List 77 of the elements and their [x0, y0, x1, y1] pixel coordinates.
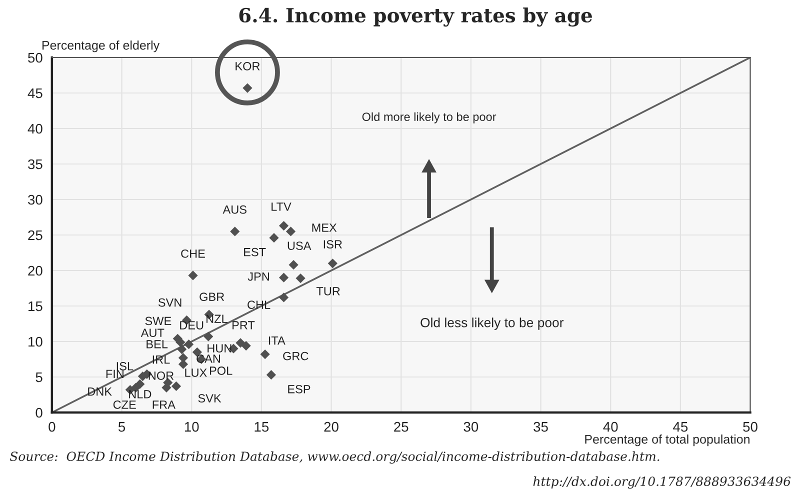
- point: [278, 272, 289, 282]
- chart-title: 6.4. Income poverty rates by age: [239, 8, 592, 27]
- point: [242, 83, 252, 93]
- point: [269, 233, 279, 243]
- annotation: EST: [244, 248, 266, 256]
- point: [241, 340, 251, 351]
- annotation: LTV: [272, 202, 292, 211]
- annotation: CZE: [113, 400, 136, 409]
- annotation: ESP: [288, 384, 310, 394]
- point: [177, 344, 187, 354]
- point: [188, 270, 198, 280]
- x-tick-label: 50: [743, 422, 758, 432]
- annotation: SVN: [158, 298, 182, 307]
- point: [328, 258, 338, 268]
- x-tick-label: 15: [254, 422, 269, 432]
- y-tick-label: 45: [28, 88, 42, 98]
- y-tick-label: 15: [28, 301, 42, 312]
- annotation: ITA: [268, 336, 286, 345]
- x-tick-label: 5: [118, 422, 126, 432]
- y-tick-label: 35: [28, 159, 42, 170]
- y-tick-label: 50: [28, 52, 42, 63]
- point: [286, 226, 296, 236]
- point: [296, 274, 306, 284]
- point: [278, 292, 289, 302]
- annotation: LUX: [185, 368, 207, 377]
- annotation: AUS: [222, 205, 246, 214]
- source-note: Source: OECD Income Distribution Database, www.oecd.org/social/income-distribution-database.htm.: [10, 451, 660, 464]
- y-tick-label: 30: [28, 194, 42, 205]
- x-tick-label: 30: [464, 422, 478, 432]
- point: [184, 340, 194, 350]
- annotation: Old less likely to be poor: [420, 318, 564, 330]
- annotation: AUT: [140, 328, 164, 338]
- annotation: USA: [288, 242, 312, 250]
- annotation: SVK: [198, 394, 222, 403]
- annotation: MEX: [312, 224, 337, 232]
- annotation: CHE: [181, 249, 205, 258]
- annotation: GBR: [200, 292, 224, 302]
- y-axis-title: Percentage of elderly: [42, 40, 160, 52]
- y-tick-label: 10: [28, 336, 42, 347]
- point: [260, 349, 270, 360]
- annotation: ISL: [116, 362, 134, 370]
- annotation: KOR: [236, 62, 260, 70]
- annotation: NZL: [206, 314, 228, 323]
- annotation: FIN: [106, 370, 124, 378]
- x-axis-title: Percentage of total population: [585, 434, 750, 446]
- annotation: NLD: [129, 390, 152, 398]
- x-tick-label: 20: [324, 422, 338, 432]
- y-tick-label: 0: [36, 408, 42, 418]
- x-tick-label: 10: [184, 422, 199, 432]
- x-tick-label: 45: [673, 422, 688, 432]
- annotation: DEU: [180, 321, 204, 330]
- point: [288, 260, 298, 270]
- x-tick-label: 25: [394, 422, 408, 432]
- point: [171, 381, 182, 392]
- x-tick-label: 0: [48, 422, 56, 432]
- y-tick-label: 25: [28, 230, 42, 240]
- point: [266, 370, 276, 380]
- point: [230, 226, 240, 236]
- y-tick-label: 20: [28, 266, 42, 276]
- x-tick-label: 40: [603, 422, 618, 432]
- annotation: ISR: [324, 240, 342, 249]
- point: [204, 332, 214, 342]
- annotation: BEL: [146, 340, 168, 348]
- annotation: PRT: [232, 321, 255, 330]
- annotation: GRC: [283, 352, 308, 360]
- annotation: POL: [210, 366, 232, 375]
- point: [278, 220, 289, 231]
- annotation: NOR: [148, 372, 174, 380]
- y-tick-label: 40: [28, 124, 42, 134]
- annotation: Old more likely to be poor: [362, 112, 496, 124]
- annotation: TUR: [316, 287, 340, 296]
- y-tick-label: 5: [36, 372, 42, 382]
- annotation: JPN: [248, 272, 269, 281]
- annotation: FRA: [152, 400, 176, 409]
- annotation: SWE: [145, 316, 172, 326]
- x-tick-label: 35: [534, 422, 548, 432]
- text: http://dx.doi.org/10.1787/888933634496: [533, 476, 791, 489]
